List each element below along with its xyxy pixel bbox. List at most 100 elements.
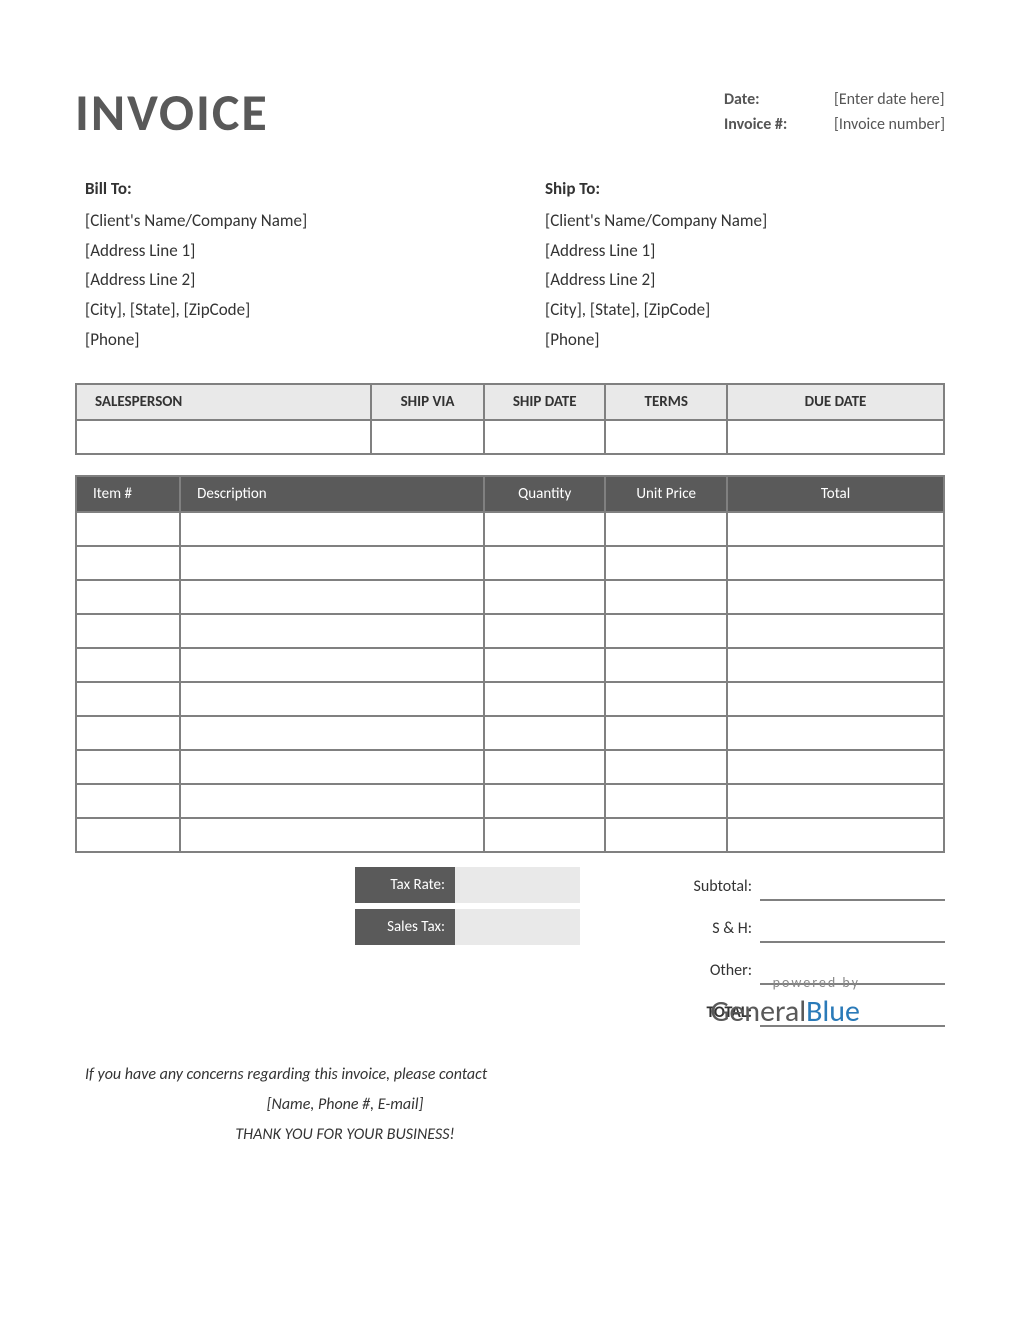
items-row <box>76 648 944 682</box>
items-cell[interactable] <box>76 512 180 546</box>
items-cell[interactable] <box>76 716 180 750</box>
items-cell[interactable] <box>484 784 606 818</box>
info-table: SALESPERSON SHIP VIA SHIP DATE TERMS DUE… <box>75 383 945 455</box>
subtotal-label: Subtotal: <box>610 877 760 896</box>
info-cell-duedate[interactable] <box>727 420 944 454</box>
items-cell[interactable] <box>727 648 944 682</box>
invoice-num-value[interactable]: [Invoice number] <box>834 115 945 134</box>
items-cell[interactable] <box>727 818 944 852</box>
items-cell[interactable] <box>484 716 606 750</box>
sh-row: S & H: <box>610 909 945 949</box>
items-cell[interactable] <box>605 682 727 716</box>
items-cell[interactable] <box>76 580 180 614</box>
items-tbody <box>76 512 944 852</box>
sh-line[interactable] <box>760 915 945 943</box>
items-row <box>76 512 944 546</box>
bill-to-name[interactable]: [Client's Name/Company Name] <box>85 206 485 236</box>
items-cell[interactable] <box>76 784 180 818</box>
items-cell[interactable] <box>180 648 484 682</box>
items-cell[interactable] <box>180 614 484 648</box>
items-cell[interactable] <box>484 546 606 580</box>
items-cell[interactable] <box>484 648 606 682</box>
footer-concern: If you have any concerns regarding this … <box>85 1060 945 1090</box>
ship-to-phone[interactable]: [Phone] <box>545 325 945 355</box>
items-cell[interactable] <box>727 750 944 784</box>
footer-note: If you have any concerns regarding this … <box>75 1060 945 1151</box>
items-cell[interactable] <box>484 512 606 546</box>
items-cell[interactable] <box>727 784 944 818</box>
items-row <box>76 682 944 716</box>
bill-to-addr2[interactable]: [Address Line 2] <box>85 265 485 295</box>
items-row <box>76 716 944 750</box>
items-header-price: Unit Price <box>605 476 727 512</box>
items-cell[interactable] <box>180 716 484 750</box>
items-cell[interactable] <box>727 512 944 546</box>
items-cell[interactable] <box>727 716 944 750</box>
sales-tax-value[interactable] <box>455 909 580 945</box>
items-cell[interactable] <box>484 614 606 648</box>
items-cell[interactable] <box>180 682 484 716</box>
powered-by-label: powered by <box>710 974 860 991</box>
bill-to-addr1[interactable]: [Address Line 1] <box>85 236 485 266</box>
items-header-desc: Description <box>180 476 484 512</box>
items-cell[interactable] <box>605 546 727 580</box>
sales-tax-row: Sales Tax: <box>355 909 580 945</box>
items-cell[interactable] <box>76 546 180 580</box>
bill-to-city[interactable]: [City], [State], [ZipCode] <box>85 295 485 325</box>
items-cell[interactable] <box>76 818 180 852</box>
invoice-title: INVOICE <box>75 80 269 144</box>
invoice-num-label: Invoice #: <box>724 115 834 134</box>
date-label: Date: <box>724 90 834 109</box>
info-cell-shipvia[interactable] <box>371 420 484 454</box>
info-cell-shipdate[interactable] <box>484 420 606 454</box>
meta-date-row: Date: [Enter date here] <box>724 90 945 109</box>
subtotal-line[interactable] <box>760 873 945 901</box>
items-cell[interactable] <box>727 614 944 648</box>
bill-to-phone[interactable]: [Phone] <box>85 325 485 355</box>
date-value[interactable]: [Enter date here] <box>834 90 945 109</box>
info-data-row <box>76 420 944 454</box>
items-cell[interactable] <box>180 818 484 852</box>
items-cell[interactable] <box>605 784 727 818</box>
ship-to-city[interactable]: [City], [State], [ZipCode] <box>545 295 945 325</box>
items-cell[interactable] <box>180 546 484 580</box>
items-cell[interactable] <box>605 512 727 546</box>
ship-to-addr1[interactable]: [Address Line 1] <box>545 236 945 266</box>
items-row <box>76 580 944 614</box>
items-cell[interactable] <box>180 750 484 784</box>
items-cell[interactable] <box>727 580 944 614</box>
addresses: Bill To: [Client's Name/Company Name] [A… <box>75 174 945 355</box>
items-cell[interactable] <box>727 546 944 580</box>
invoice-page: { "title": "INVOICE", "meta": { "date_la… <box>75 80 945 1240</box>
items-cell[interactable] <box>484 750 606 784</box>
brand-name: GeneralBlue <box>710 993 860 1030</box>
items-cell[interactable] <box>76 648 180 682</box>
items-cell[interactable] <box>76 750 180 784</box>
items-cell[interactable] <box>76 682 180 716</box>
footer-contact[interactable]: [Name, Phone #, E-mail] <box>85 1090 605 1120</box>
items-cell[interactable] <box>484 818 606 852</box>
items-cell[interactable] <box>605 750 727 784</box>
items-cell[interactable] <box>605 716 727 750</box>
tax-rate-value[interactable] <box>455 867 580 903</box>
info-header-row: SALESPERSON SHIP VIA SHIP DATE TERMS DUE… <box>76 384 944 420</box>
ship-to-name[interactable]: [Client's Name/Company Name] <box>545 206 945 236</box>
items-cell[interactable] <box>727 682 944 716</box>
items-cell[interactable] <box>605 818 727 852</box>
items-cell[interactable] <box>180 784 484 818</box>
ship-to-addr2[interactable]: [Address Line 2] <box>545 265 945 295</box>
items-cell[interactable] <box>605 580 727 614</box>
items-cell[interactable] <box>180 512 484 546</box>
items-cell[interactable] <box>605 648 727 682</box>
meta-invoice-row: Invoice #: [Invoice number] <box>724 115 945 134</box>
items-header-row: Item # Description Quantity Unit Price T… <box>76 476 944 512</box>
items-cell[interactable] <box>605 614 727 648</box>
items-cell[interactable] <box>76 614 180 648</box>
items-header-item: Item # <box>76 476 180 512</box>
items-cell[interactable] <box>180 580 484 614</box>
info-cell-salesperson[interactable] <box>76 420 371 454</box>
tax-rate-label: Tax Rate: <box>355 867 455 903</box>
info-cell-terms[interactable] <box>605 420 727 454</box>
items-cell[interactable] <box>484 682 606 716</box>
items-cell[interactable] <box>484 580 606 614</box>
